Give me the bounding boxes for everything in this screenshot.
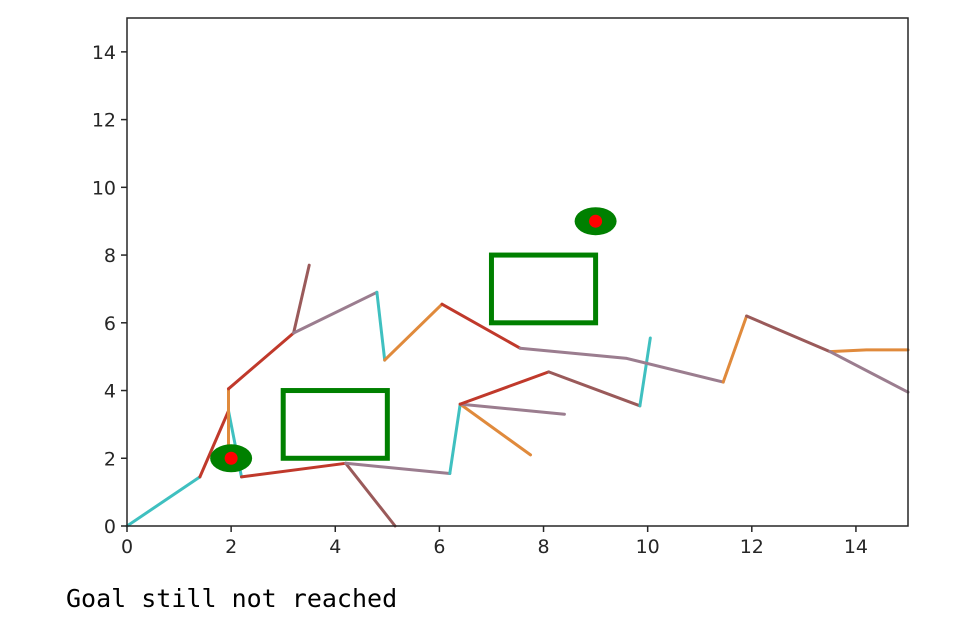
y-tick-label-14: 14 <box>92 42 116 64</box>
y-axis-ticks: 0 2 4 6 8 10 12 14 <box>92 42 127 538</box>
x-tick-label-8: 8 <box>537 536 549 558</box>
path-segment-4 <box>240 461 348 479</box>
x-tick-label-4: 4 <box>329 536 341 558</box>
path-segment-17 <box>375 290 387 362</box>
path-segment-18 <box>383 302 444 362</box>
start-point <box>224 451 238 465</box>
path-segment-9 <box>458 402 566 416</box>
path-segment-19 <box>440 302 522 350</box>
x-tick-label-6: 6 <box>433 536 445 558</box>
x-tick-label-2: 2 <box>225 536 237 558</box>
path-segment-12 <box>638 336 652 408</box>
path-segment-5 <box>344 461 397 528</box>
obstacle-layer <box>280 252 599 461</box>
x-tick-label-14: 14 <box>844 536 868 558</box>
path-segment-22 <box>745 314 832 354</box>
path-segment-24 <box>828 350 910 394</box>
goal-point <box>589 214 603 228</box>
path-segment-14 <box>227 331 296 391</box>
y-tick-label-12: 12 <box>92 110 116 132</box>
path-segment-10 <box>458 370 551 406</box>
x-tick-label-10: 10 <box>636 536 660 558</box>
path-segment-21 <box>721 314 749 384</box>
obstacle-rect-1 <box>280 388 390 461</box>
path-segment-20 <box>518 346 725 384</box>
y-tick-label-4: 4 <box>104 381 116 403</box>
axes-frame <box>126 17 909 527</box>
x-tick-label-12: 12 <box>740 536 764 558</box>
path-segment-layer <box>125 263 910 528</box>
path-segment-11 <box>547 370 642 408</box>
y-tick-label-0: 0 <box>104 516 116 538</box>
obstacle-rect-2 <box>488 252 599 326</box>
path-segment-6 <box>344 461 452 475</box>
path-segment-7 <box>448 402 462 475</box>
path-segment-23 <box>828 348 910 354</box>
path-segment-1 <box>125 475 202 528</box>
y-tick-label-10: 10 <box>92 177 116 199</box>
x-tick-label-0: 0 <box>121 536 133 558</box>
x-axis-ticks: 0 2 4 6 8 10 12 14 <box>121 526 868 558</box>
y-tick-label-6: 6 <box>104 313 116 335</box>
y-tick-label-2: 2 <box>104 448 116 470</box>
rrt-plot: 0 2 4 6 8 10 12 14 0 2 4 6 8 10 12 14 <box>0 0 975 580</box>
y-tick-label-8: 8 <box>104 245 116 267</box>
path-segment-15 <box>292 263 311 335</box>
output-message: Goal still not reached <box>66 584 398 613</box>
path-segment-16 <box>292 290 379 335</box>
figure-background <box>0 0 975 580</box>
path-segment-8 <box>458 402 532 457</box>
marker-layer <box>210 207 617 473</box>
path-segment-2 <box>198 409 230 479</box>
